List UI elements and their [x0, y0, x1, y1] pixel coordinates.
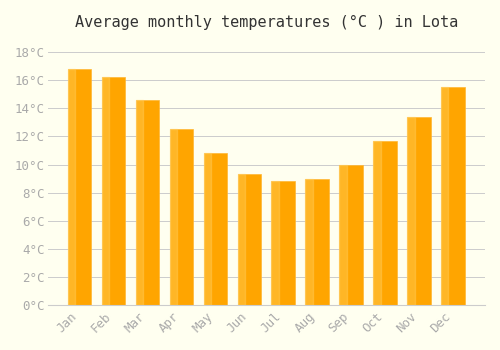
Bar	[238, 174, 244, 305]
Bar	[340, 164, 346, 305]
Bar	[68, 69, 75, 305]
Bar	[272, 181, 295, 305]
Bar	[170, 130, 194, 305]
Bar	[238, 174, 262, 305]
Bar	[102, 77, 126, 305]
Bar	[306, 178, 329, 305]
Bar	[306, 178, 312, 305]
Bar	[272, 181, 278, 305]
Bar	[340, 164, 363, 305]
Bar	[170, 130, 176, 305]
Title: Average monthly temperatures (°C ) in Lota: Average monthly temperatures (°C ) in Lo…	[75, 15, 458, 30]
Bar	[136, 100, 160, 305]
Bar	[442, 87, 448, 305]
Bar	[204, 153, 210, 305]
Bar	[102, 77, 109, 305]
Bar	[442, 87, 465, 305]
Bar	[408, 117, 431, 305]
Bar	[68, 69, 92, 305]
Bar	[374, 141, 380, 305]
Bar	[408, 117, 414, 305]
Bar	[374, 141, 397, 305]
Bar	[204, 153, 228, 305]
Bar	[136, 100, 142, 305]
